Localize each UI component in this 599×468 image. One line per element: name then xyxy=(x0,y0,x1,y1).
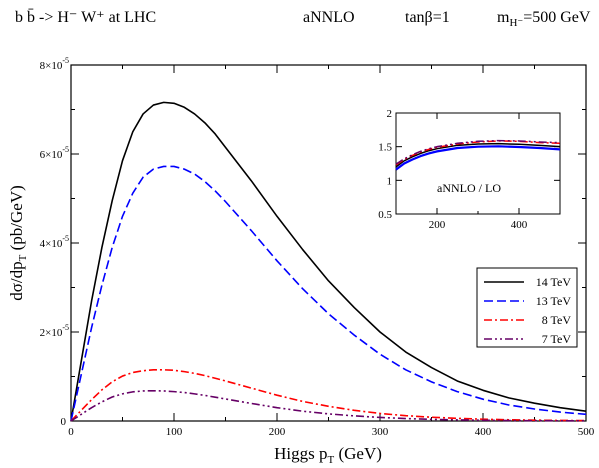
inset-y-tick-label: 1 xyxy=(387,175,393,187)
inset-x-tick-label: 400 xyxy=(511,219,528,231)
y-axis-title-main: dσ/dp xyxy=(7,261,26,300)
y-tick-label-exponent: -5 xyxy=(62,323,69,332)
y-tick-label: 0 xyxy=(61,416,67,428)
inset-y-tick-label: 1.5 xyxy=(378,142,392,154)
inset-plot-frame xyxy=(395,112,561,215)
y-tick-label: 4×10-5 xyxy=(40,234,69,250)
y-axis-title: dσ/dpT (pb/GeV) xyxy=(7,185,29,301)
y-tick-label-base: 6×10 xyxy=(40,149,63,161)
series-line-14-tev xyxy=(70,101,587,422)
x-tick-label: 500 xyxy=(578,426,595,438)
main-ticks: 0 100 200 300 400 50002×10-54×10-56×10-58×10-… xyxy=(40,56,595,438)
y-tick-label: 2×10-5 xyxy=(40,323,69,339)
y-tick-label-base: 4×10 xyxy=(40,238,63,250)
header-mass: mH⁻=500 GeV xyxy=(497,9,591,29)
inset-y-tick-label: 0.5 xyxy=(378,209,392,221)
x-tick-label: 0 xyxy=(68,426,74,438)
inset-ticks: 200 400 0.5 1 1.5 2 xyxy=(378,108,560,231)
y-tick-label-base: 8×10 xyxy=(40,60,63,72)
y-tick-label-base: 0 xyxy=(61,416,67,428)
header-order: aNNLO xyxy=(303,9,355,26)
y-tick-label-exponent: -5 xyxy=(62,56,69,65)
x-tick-label: 400 xyxy=(475,426,492,438)
inset-caption: aNNLO / LO xyxy=(437,181,501,195)
inset-series-line-14-tev xyxy=(395,142,561,168)
y-axis-title-sub: T xyxy=(17,254,29,261)
inset-series xyxy=(395,139,561,171)
header-mass-prefix: m xyxy=(497,9,510,26)
series-line-7-tev xyxy=(70,389,587,422)
y-axis-title-suffix: (pb/GeV) xyxy=(7,185,26,254)
header-process: b b̄ -> H⁻ W⁺ at LHC xyxy=(15,8,156,26)
x-tick-label: 200 xyxy=(269,426,286,438)
x-axis-title-sub: T xyxy=(327,454,334,466)
y-tick-label-exponent: -5 xyxy=(62,234,69,243)
y-tick-label-exponent: -5 xyxy=(62,145,69,154)
legend-label: 14 TeV xyxy=(536,275,572,289)
x-tick-label: 100 xyxy=(166,426,183,438)
inset-x-tick-label: 200 xyxy=(429,219,446,231)
header-mass-value: =500 GeV xyxy=(523,9,591,26)
series-line-8-tev xyxy=(70,369,587,422)
y-tick-label-base: 2×10 xyxy=(40,327,63,339)
y-tick-label: 8×10-5 xyxy=(40,56,69,72)
inset-series-line-7-tev xyxy=(395,139,561,165)
header-mass-sub: H⁻ xyxy=(509,17,523,29)
legend: 14 TeV 13 TeV 8 TeV 7 TeV xyxy=(476,267,578,348)
legend-label: 13 TeV xyxy=(536,294,572,308)
legend-label: 7 TeV xyxy=(542,332,572,346)
legend-label: 8 TeV xyxy=(542,313,572,327)
x-tick-label: 300 xyxy=(372,426,389,438)
x-axis-title-suffix: (GeV) xyxy=(334,444,382,463)
y-tick-label: 6×10-5 xyxy=(40,145,69,161)
header-tanbeta: tanβ=1 xyxy=(405,9,450,26)
x-axis-title-main: Higgs p xyxy=(274,444,327,463)
main-series xyxy=(70,101,587,422)
inset-series-line-13-tev xyxy=(395,145,561,171)
inset-y-tick-label: 2 xyxy=(387,108,393,120)
series-line-13-tev xyxy=(70,165,587,422)
x-axis-title: Higgs pT (GeV) xyxy=(274,444,382,466)
legend-box xyxy=(476,267,578,348)
